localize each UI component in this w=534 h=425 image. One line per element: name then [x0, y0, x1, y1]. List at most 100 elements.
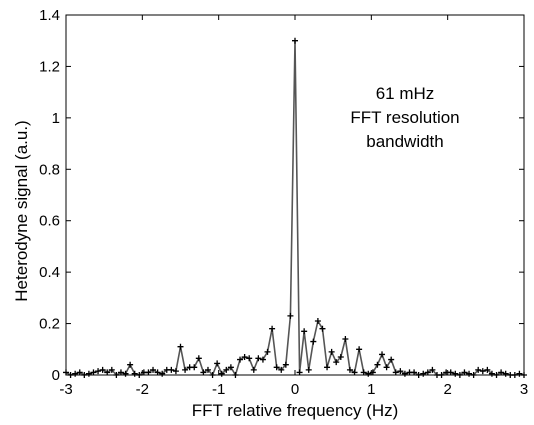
- data-point-marker: [456, 372, 463, 378]
- data-point-marker: [117, 369, 124, 376]
- data-point-marker: [204, 366, 211, 373]
- data-point-marker: [90, 369, 97, 376]
- data-point-marker: [392, 369, 399, 376]
- data-point-marker: [127, 361, 134, 368]
- data-point-marker: [337, 354, 344, 360]
- annotation-line-1: 61 mHz: [376, 84, 435, 103]
- data-point-marker: [484, 366, 491, 373]
- data-point-marker: [182, 366, 189, 373]
- y-tick-label: 0: [52, 367, 60, 384]
- data-point-marker: [374, 361, 381, 368]
- data-point-marker: [99, 366, 106, 373]
- data-point-marker: [278, 366, 285, 373]
- data-point-marker: [232, 372, 239, 378]
- data-point-marker: [401, 370, 408, 377]
- series-line: [65, 39, 525, 376]
- data-point-marker: [379, 351, 386, 358]
- data-point-marker: [466, 370, 473, 377]
- y-tick-label: 0.8: [39, 161, 60, 178]
- data-point-marker: [246, 355, 253, 362]
- data-point-marker: [136, 372, 143, 378]
- annotation-line-3: bandwidth: [366, 132, 444, 151]
- data-point-marker: [214, 360, 221, 367]
- data-point-marker: [104, 369, 111, 376]
- data-point-marker: [191, 364, 198, 371]
- data-point-marker: [241, 354, 248, 360]
- data-point-marker: [209, 372, 216, 378]
- data-point-marker: [264, 348, 271, 355]
- annotation-line-2: FFT resolution: [350, 108, 459, 127]
- data-point-marker: [511, 372, 518, 378]
- data-point-marker: [488, 370, 495, 377]
- data-point-marker: [420, 370, 427, 377]
- data-point-marker: [287, 312, 294, 319]
- data-point-marker: [319, 325, 326, 332]
- data-point-marker: [324, 364, 331, 371]
- data-point-marker: [85, 370, 92, 377]
- data-point-marker: [461, 369, 468, 376]
- data-point-marker: [81, 372, 88, 378]
- data-point-marker: [108, 366, 115, 373]
- data-point-marker: [95, 368, 102, 375]
- data-point-marker: [383, 364, 390, 371]
- data-point-marker: [292, 37, 298, 44]
- x-axis-title: FFT relative frequency (Hz): [192, 401, 399, 420]
- x-tick-label: 3: [520, 381, 528, 398]
- data-point-marker: [296, 369, 303, 376]
- data-point-marker: [424, 369, 431, 376]
- x-tick-label: 1: [367, 381, 375, 398]
- data-point-marker: [154, 369, 161, 376]
- data-point-marker: [470, 372, 477, 378]
- data-point-marker: [63, 369, 69, 376]
- y-tick-label: 0.4: [39, 264, 60, 281]
- data-point-marker: [145, 369, 152, 376]
- data-point-marker: [521, 372, 527, 378]
- data-point-marker: [76, 369, 83, 376]
- data-point-marker: [397, 368, 404, 375]
- data-point-marker: [223, 366, 230, 373]
- data-point-marker: [122, 370, 129, 377]
- data-point-marker: [305, 366, 312, 373]
- data-point-marker: [475, 366, 482, 373]
- data-point-marker: [452, 370, 459, 377]
- data-point-marker: [314, 318, 321, 324]
- data-point-marker: [356, 346, 363, 353]
- data-point-marker: [259, 356, 266, 363]
- x-tick-label: -3: [59, 381, 72, 398]
- data-point-marker: [351, 369, 358, 376]
- x-tick-label: 2: [443, 381, 451, 398]
- y-tick-label: 0.6: [39, 213, 60, 230]
- x-tick-label: -2: [136, 381, 149, 398]
- data-point-marker: [172, 368, 179, 375]
- plot-layer: -3 -2 -1 0 1 2 3 0 0.2 0.4 0.6 0.8 1 1.2 1.4: [39, 7, 528, 398]
- data-point-marker: [342, 336, 349, 342]
- y-axis-title-group: Heterodyne signal (a.u.): [12, 120, 31, 301]
- x-tick-label: 0: [291, 381, 299, 398]
- data-point-marker: [447, 369, 454, 376]
- data-point-marker: [479, 368, 486, 375]
- y-tick-label: 1: [52, 110, 60, 127]
- data-point-marker: [113, 372, 120, 378]
- data-point-marker: [218, 370, 225, 377]
- y-tick-label: 0.2: [39, 316, 60, 333]
- data-point-marker: [411, 369, 418, 376]
- y-axis-title: Heterodyne signal (a.u.): [12, 120, 31, 301]
- data-point-marker: [250, 366, 257, 373]
- y-tick-label: 1.2: [39, 58, 60, 75]
- data-point-marker: [67, 372, 74, 378]
- data-point-marker: [273, 364, 280, 371]
- data-point-marker: [429, 366, 436, 373]
- x-tick-label: -1: [212, 381, 225, 398]
- annotation-group: 61 mHz FFT resolution bandwidth: [350, 84, 459, 151]
- data-point-marker: [177, 343, 184, 350]
- data-point-marker: [360, 369, 367, 376]
- data-point-marker: [131, 370, 138, 377]
- data-point-marker: [516, 370, 523, 377]
- data-point-marker: [200, 369, 207, 376]
- data-point-marker: [498, 369, 505, 376]
- data-point-marker: [328, 348, 335, 355]
- data-point-marker: [365, 370, 372, 377]
- data-point-marker: [333, 359, 340, 366]
- data-point-marker: [438, 372, 445, 378]
